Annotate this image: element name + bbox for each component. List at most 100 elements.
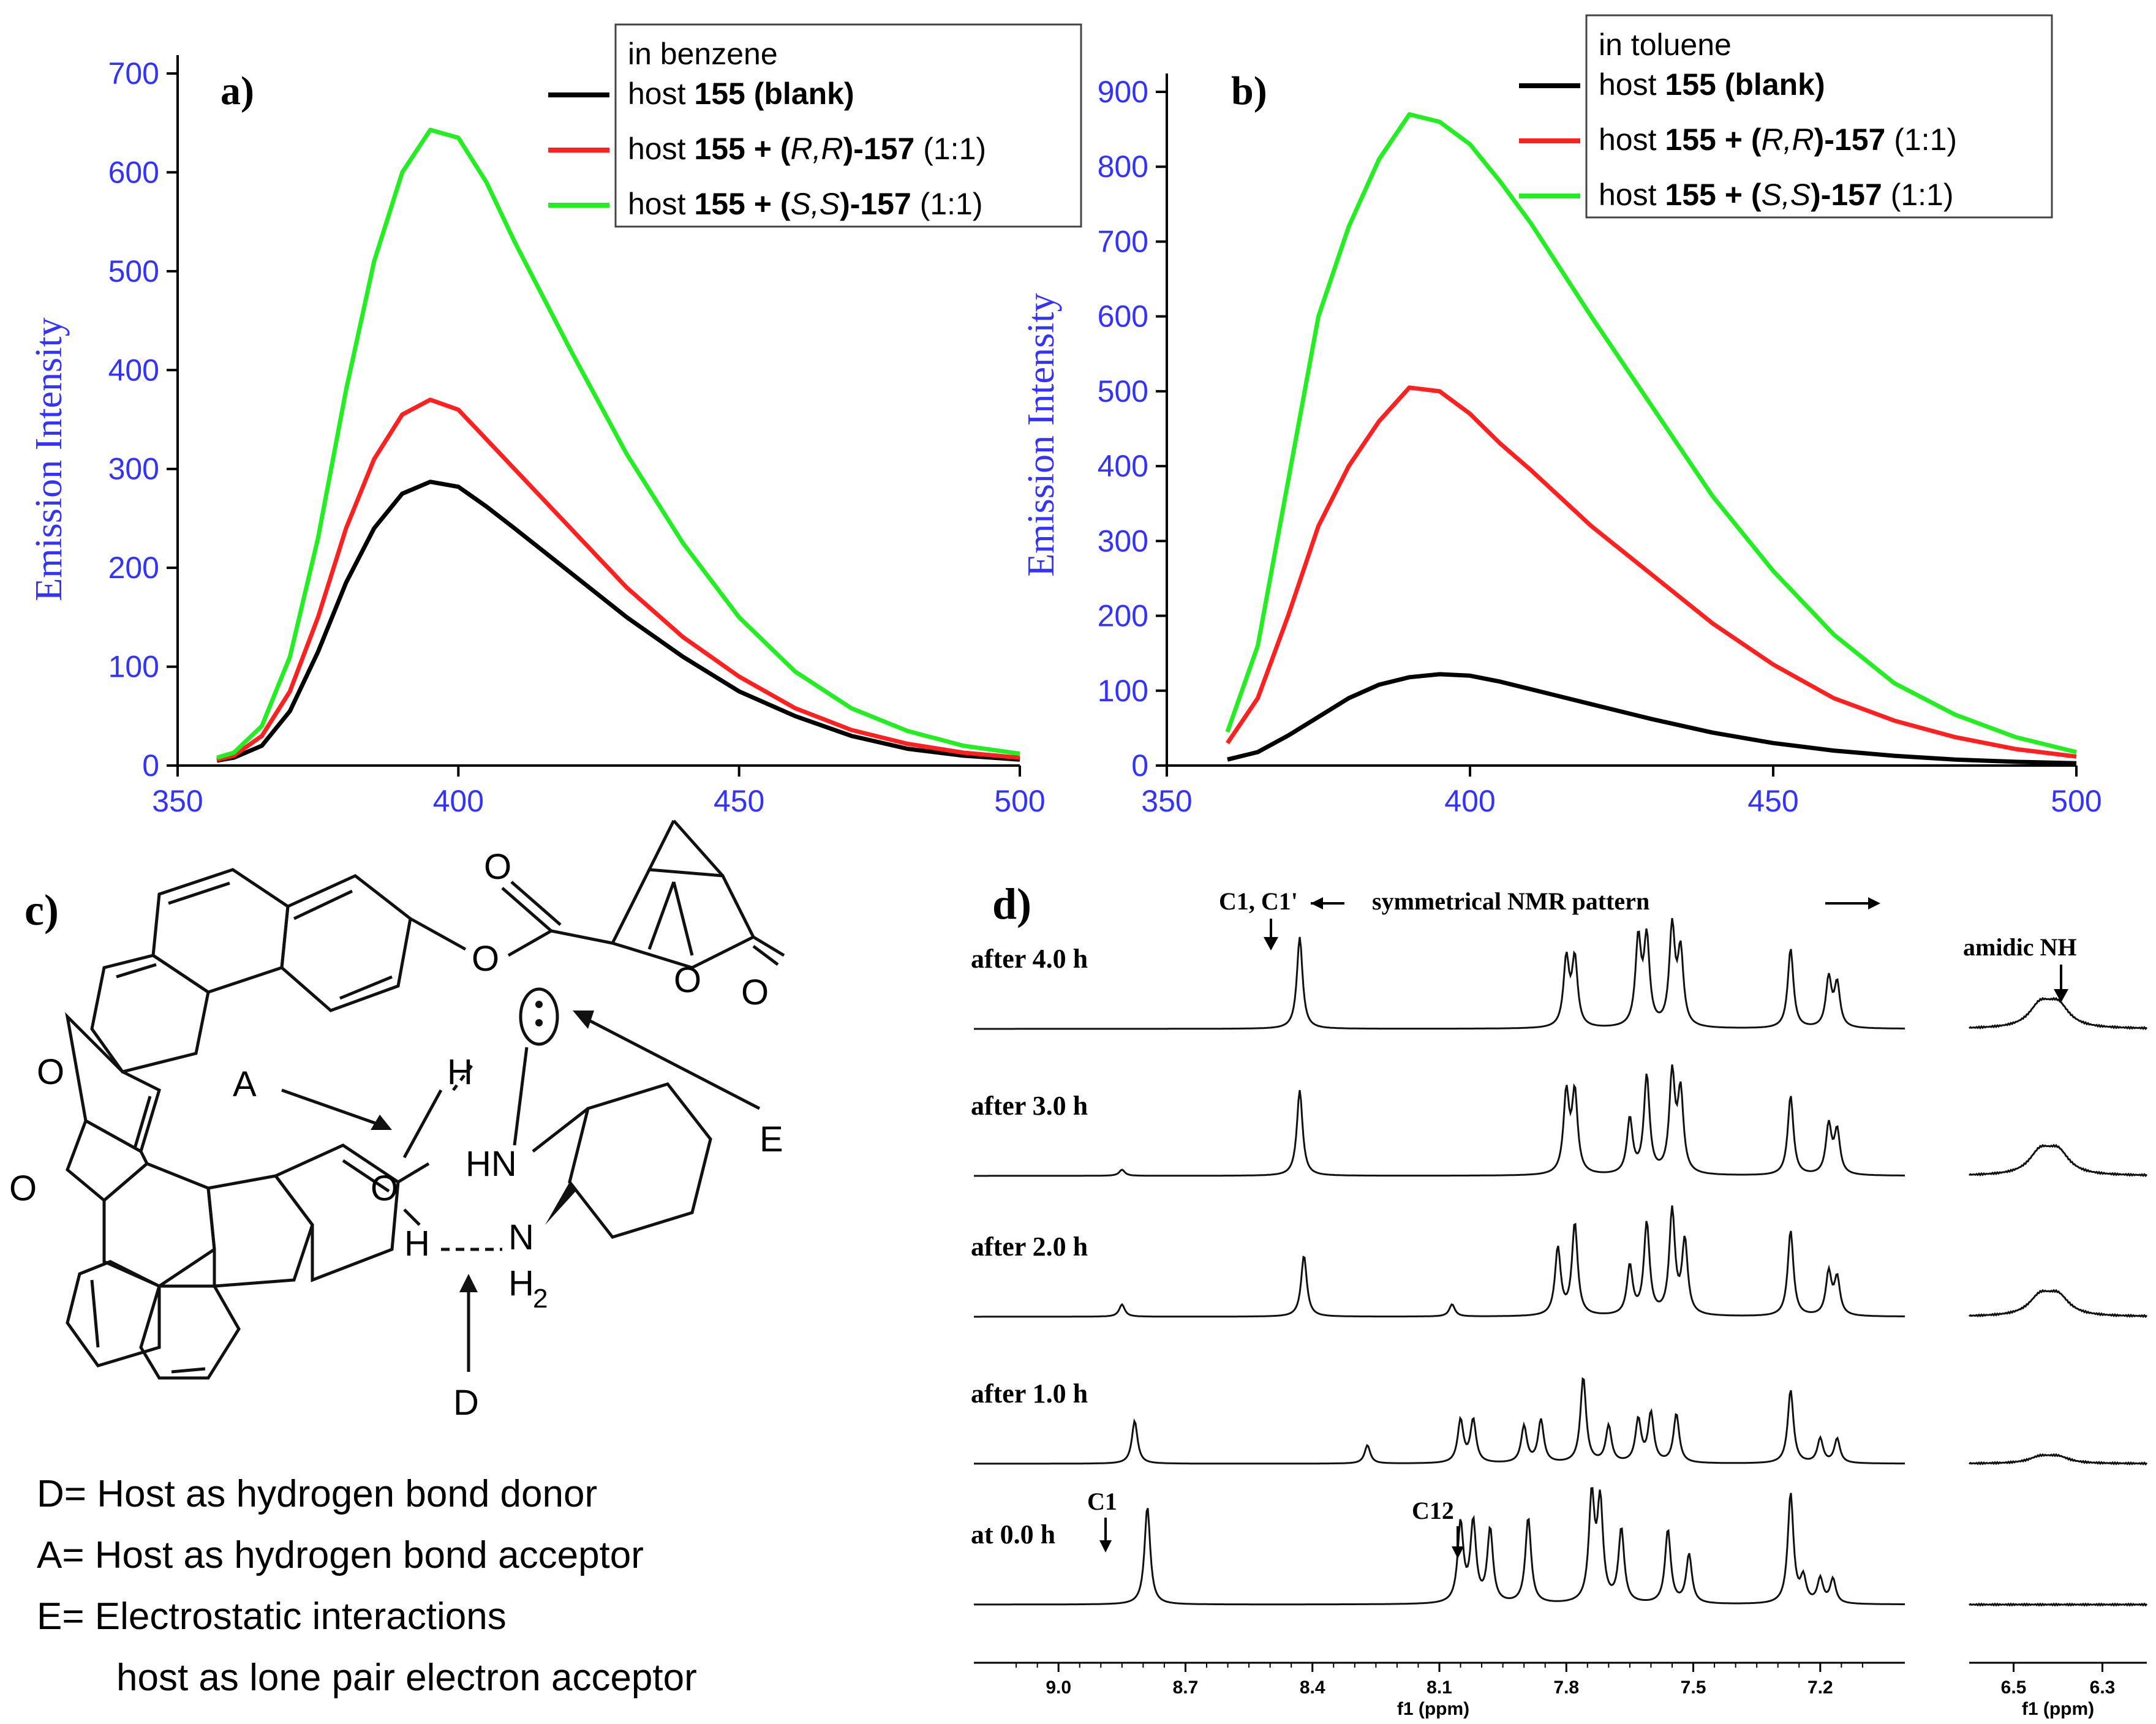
nmr-nh-trace-4 — [1969, 1602, 2148, 1607]
nmr-nh-trace-3 — [1969, 1453, 2148, 1466]
panel-b-x-tick-label: 400 — [1444, 784, 1495, 818]
panel-a-x-tick-label: 500 — [994, 784, 1045, 818]
panel-d-label: d) — [992, 879, 1031, 928]
nmr-main-ticks: 9.0 8.7 8.4 8.1 7.8 7.5 7.2 — [1016, 1663, 1863, 1698]
panel-b-y-tick-label: 0 — [1131, 748, 1148, 783]
nmr-nh-tick-label: 6.3 — [2090, 1677, 2116, 1698]
arrow-label-e: E — [760, 1120, 783, 1159]
caption-d: D= Host as hydrogen bond donor — [37, 1473, 597, 1515]
nmr-trace-label-3: after 1.0 h — [971, 1379, 1088, 1409]
panel-a-y-tick-label: 500 — [108, 254, 159, 288]
panel-b-x-tick-label: 500 — [2051, 784, 2101, 818]
panel-b-y-tick-label: 900 — [1098, 75, 1148, 109]
nmr-main-tick-label: 8.4 — [1300, 1677, 1325, 1698]
panel-a-x-tick-label: 450 — [714, 784, 764, 818]
atom-o-carbonyl: O — [484, 847, 511, 887]
panel-a-y-tick-label: 200 — [108, 551, 159, 585]
panel-b-series-line-2 — [1225, 112, 2077, 755]
panel-b-y-axis-label: Emission Intensity — [1020, 293, 1062, 576]
nmr-main-tick-label: 7.2 — [1807, 1677, 1833, 1698]
panel-a-y-tick-label: 600 — [108, 155, 159, 189]
panel-b-series-line-1 — [1226, 385, 2077, 759]
caption-e-continued: host as lone pair electron acceptor — [116, 1657, 697, 1699]
panel-a-y-tick-label: 400 — [108, 353, 159, 387]
nmr-main-tick-label: 7.5 — [1681, 1677, 1706, 1698]
panel-b-series-line-0 — [1227, 672, 2077, 766]
caption-a: A= Host as hydrogen bond acceptor — [37, 1534, 644, 1576]
panel-a-legend-entry-0: host 155 (blank) — [628, 77, 854, 111]
panel-d-nmr: d) C1, C1' symmetrical NMR pattern amidi… — [971, 879, 2148, 1719]
panel-c-structure: c) O O O O — [9, 819, 785, 1699]
nmr-spectrum-trace-3 — [974, 1377, 1905, 1465]
panel-a-legend: in benzene host 155 (blank) host 155 + (R,… — [548, 23, 1082, 228]
panel-b-axes: 0 100 200 300 400 500 600 700 800 900 350 400 450 500 — [1098, 73, 2102, 818]
nmr-main-tick-label: 8.7 — [1173, 1677, 1199, 1698]
arrow-label-a: A — [233, 1064, 257, 1104]
atom-nh2-subscript: 2 — [533, 1284, 548, 1314]
atom-o-furan-1: O — [37, 1052, 64, 1092]
nmr-main-tick-label: 9.0 — [1046, 1677, 1071, 1698]
nmr-spectrum-trace-1 — [974, 1064, 1905, 1177]
panel-b-legend-entry-1: host 155 + (R,R)-157 (1:1) — [1599, 122, 1957, 157]
nmr-main-tick-label: 7.8 — [1553, 1677, 1579, 1698]
lower-naphthalene-ring-4 — [139, 1284, 241, 1380]
arrow-e — [581, 1015, 761, 1110]
nmr-trace-label-4: at 0.0 h — [971, 1519, 1055, 1549]
atom-o-hydroxyl: O — [371, 1169, 398, 1208]
panel-b-label: b) — [1231, 69, 1267, 113]
furan-ring-upper — [65, 1012, 161, 1154]
furan-ring-lower — [66, 1118, 149, 1203]
panel-b-legend-entry-0: host 155 (blank) — [1599, 67, 1825, 102]
panel-a-y-axis-label: Emission Intensity — [28, 317, 70, 601]
panel-b-x-tick-label: 350 — [1141, 784, 1192, 818]
panel-b-x-tick-label: 450 — [1747, 784, 1798, 818]
panel-b-y-tick-label: 500 — [1098, 374, 1148, 408]
panel-c-label: c) — [24, 886, 59, 935]
atom-o-lactone: O — [674, 960, 701, 1000]
arrow-a — [281, 1088, 386, 1129]
nmr-spectrum-trace-2 — [974, 1205, 1905, 1318]
nmr-nh-ticks: 6.5 6.3 — [2001, 1663, 2116, 1698]
panel-b-legend-entry-2: host 155 + (S,S)-157 (1:1) — [1599, 178, 1954, 212]
annotation-symmetrical-pattern: symmetrical NMR pattern — [1372, 887, 1649, 915]
nmr-trace-label-0: after 4.0 h — [971, 944, 1088, 974]
nmr-main-tick-label: 8.1 — [1427, 1677, 1452, 1698]
panel-a-axes: 0 100 200 300 400 500 600 700 350 400 450 500 — [108, 55, 1046, 818]
panel-a-y-tick-label: 100 — [108, 650, 159, 684]
panel-b-series — [1225, 112, 2077, 766]
nmr-trace-label-1: after 3.0 h — [971, 1091, 1088, 1121]
panel-a-y-tick-label: 0 — [142, 748, 159, 783]
camphanic-ring — [610, 868, 756, 969]
panel-a-label: a) — [221, 69, 254, 113]
panel-a-legend-box — [614, 23, 1082, 228]
atom-o-ester: O — [472, 939, 499, 979]
panel-a-y-tick-label: 700 — [108, 56, 159, 91]
panel-a-x-tick-label: 400 — [433, 784, 484, 818]
panel-b-y-tick-label: 400 — [1098, 449, 1148, 483]
nmr-spectrum-trace-0 — [974, 917, 1905, 1030]
panel-a-legend-entry-2: host 155 + (S,S)-157 (1:1) — [628, 187, 983, 221]
annotation-c12: C12 — [1412, 1497, 1454, 1524]
atom-h-nh2: H — [508, 1263, 534, 1303]
panel-a-legend-entry-1: host 155 + (R,R)-157 (1:1) — [628, 132, 986, 166]
panel-b-y-tick-label: 700 — [1098, 224, 1148, 258]
panel-b-legend-header: in toluene — [1599, 28, 1732, 62]
upper-naphthalene-ring-2 — [280, 874, 412, 1012]
panel-a-series-line-2 — [216, 127, 1020, 760]
atom-o-lactone-carbonyl: O — [741, 973, 769, 1012]
nmr-main-axis-label: f1 (ppm) — [1397, 1699, 1469, 1719]
panel-b-legend: in toluene host 155 (blank) host 155 + (R,… — [1519, 14, 2053, 219]
panel-a-series — [216, 127, 1020, 763]
atom-hn: HN — [466, 1144, 517, 1184]
panel-b-y-tick-label: 300 — [1098, 524, 1148, 558]
atom-h-upper: H — [447, 1052, 473, 1092]
panel-b-y-tick-label: 200 — [1098, 599, 1148, 633]
panel-a-chart: a) Emission Intensity 0 100 200 300 400 500 60… — [28, 23, 1082, 818]
panel-b-y-tick-label: 800 — [1098, 149, 1148, 184]
panel-b-legend-box — [1585, 14, 2053, 219]
caption-e: E= Electrostatic interactions — [37, 1595, 507, 1638]
panel-a-x-tick-label: 350 — [152, 784, 203, 818]
arrow-label-d: D — [453, 1383, 479, 1423]
annotation-c1-c1prime: C1, C1' — [1219, 887, 1298, 915]
